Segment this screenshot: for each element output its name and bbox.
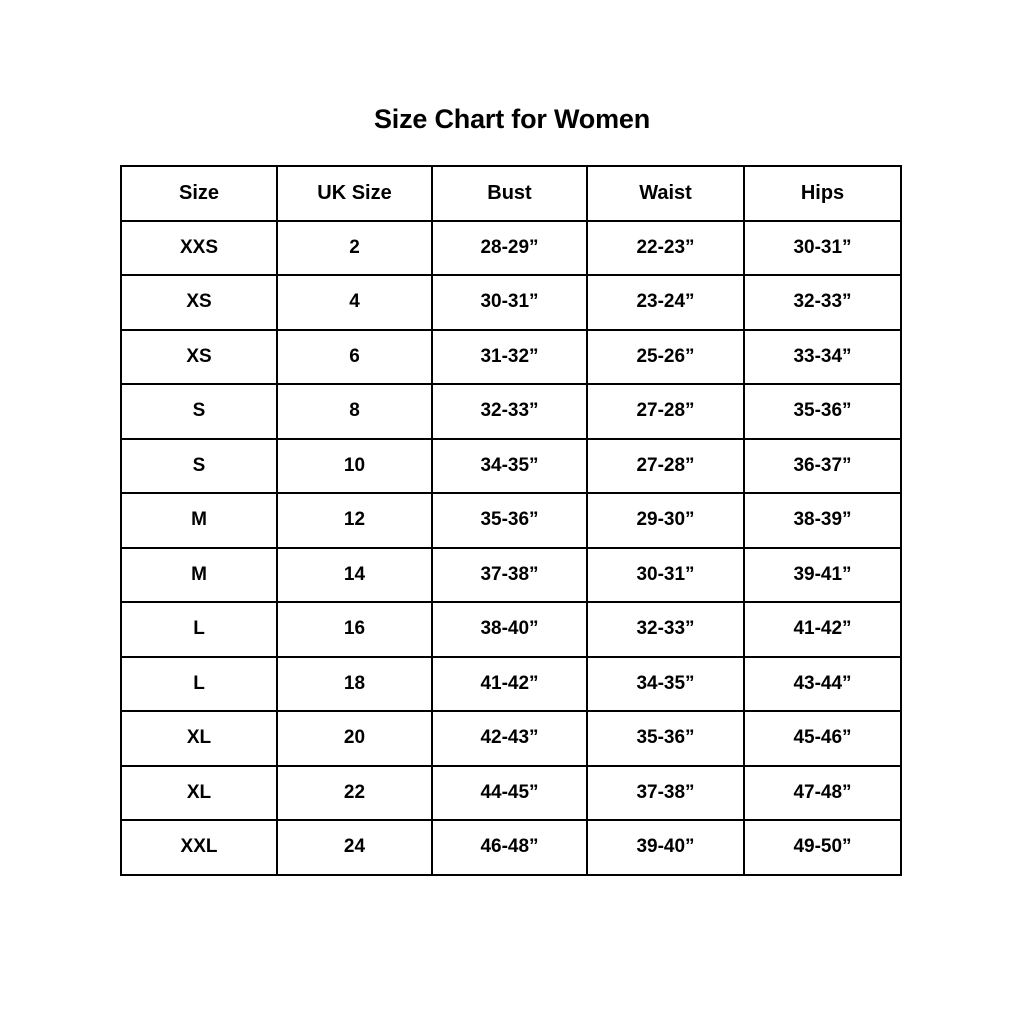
cell-waist: 29-30” — [586, 492, 745, 549]
cell-waist: 25-26” — [586, 328, 745, 385]
cell-size: XS — [120, 274, 278, 331]
cell-hips: 41-42” — [743, 601, 902, 658]
cell-waist: 27-28” — [586, 437, 745, 494]
cell-uksize: 22 — [276, 764, 433, 821]
table-body: XXS 2 28-29” 22-23” 30-31” XS 4 30-31” 23-24” 32-… — [120, 219, 902, 876]
cell-hips: 36-37” — [743, 437, 902, 494]
cell-waist: 37-38” — [586, 764, 745, 821]
cell-bust: 42-43” — [431, 710, 588, 767]
cell-hips: 43-44” — [743, 655, 902, 712]
cell-bust: 41-42” — [431, 655, 588, 712]
cell-size: M — [120, 492, 278, 549]
cell-waist: 35-36” — [586, 710, 745, 767]
cell-bust: 44-45” — [431, 764, 588, 821]
table-row: XXL 24 46-48” 39-40” 49-50” — [120, 819, 902, 876]
cell-size: XXL — [120, 819, 278, 876]
cell-bust: 34-35” — [431, 437, 588, 494]
column-header-bust: Bust — [431, 165, 588, 222]
cell-hips: 49-50” — [743, 819, 902, 876]
cell-bust: 28-29” — [431, 219, 588, 276]
table-row: M 12 35-36” 29-30” 38-39” — [120, 492, 902, 549]
cell-size: M — [120, 546, 278, 603]
cell-size: S — [120, 383, 278, 440]
cell-bust: 46-48” — [431, 819, 588, 876]
cell-uksize: 4 — [276, 274, 433, 331]
cell-bust: 30-31” — [431, 274, 588, 331]
cell-bust: 32-33” — [431, 383, 588, 440]
cell-uksize: 24 — [276, 819, 433, 876]
cell-size: XXS — [120, 219, 278, 276]
table-row: S 8 32-33” 27-28” 35-36” — [120, 383, 902, 440]
cell-bust: 37-38” — [431, 546, 588, 603]
table-row: XXS 2 28-29” 22-23” 30-31” — [120, 219, 902, 276]
cell-hips: 35-36” — [743, 383, 902, 440]
cell-bust: 31-32” — [431, 328, 588, 385]
cell-uksize: 20 — [276, 710, 433, 767]
cell-waist: 30-31” — [586, 546, 745, 603]
cell-hips: 47-48” — [743, 764, 902, 821]
column-header-size: Size — [120, 165, 278, 222]
table-row: XS 6 31-32” 25-26” 33-34” — [120, 328, 902, 385]
cell-hips: 39-41” — [743, 546, 902, 603]
table-row: S 10 34-35” 27-28” 36-37” — [120, 437, 902, 494]
table-row: L 18 41-42” 34-35” 43-44” — [120, 655, 902, 712]
cell-uksize: 2 — [276, 219, 433, 276]
cell-size: XL — [120, 764, 278, 821]
cell-hips: 38-39” — [743, 492, 902, 549]
cell-waist: 32-33” — [586, 601, 745, 658]
cell-uksize: 16 — [276, 601, 433, 658]
cell-waist: 34-35” — [586, 655, 745, 712]
column-header-hips: Hips — [743, 165, 902, 222]
table-row: M 14 37-38” 30-31” 39-41” — [120, 546, 902, 603]
cell-waist: 22-23” — [586, 219, 745, 276]
cell-size: L — [120, 655, 278, 712]
cell-waist: 39-40” — [586, 819, 745, 876]
table-row: XS 4 30-31” 23-24” 32-33” — [120, 274, 902, 331]
table-row: XL 22 44-45” 37-38” 47-48” — [120, 764, 902, 821]
cell-hips: 33-34” — [743, 328, 902, 385]
column-header-uksize: UK Size — [276, 165, 433, 222]
cell-hips: 30-31” — [743, 219, 902, 276]
page-title: Size Chart for Women — [373, 104, 651, 134]
cell-hips: 45-46” — [743, 710, 902, 767]
cell-size: XS — [120, 328, 278, 385]
cell-uksize: 12 — [276, 492, 433, 549]
table-row: XL 20 42-43” 35-36” 45-46” — [120, 710, 902, 767]
cell-uksize: 14 — [276, 546, 433, 603]
column-header-waist: Waist — [586, 165, 745, 222]
cell-size: S — [120, 437, 278, 494]
size-chart-table-container: Size UK Size Bust Waist Hips XXS 2 28-29” 22-23… — [120, 165, 902, 876]
cell-bust: 35-36” — [431, 492, 588, 549]
cell-size: XL — [120, 710, 278, 767]
cell-uksize: 10 — [276, 437, 433, 494]
cell-uksize: 6 — [276, 328, 433, 385]
cell-size: L — [120, 601, 278, 658]
cell-hips: 32-33” — [743, 274, 902, 331]
size-chart-table: Size UK Size Bust Waist Hips XXS 2 28-29” 22-23… — [120, 165, 902, 876]
cell-waist: 27-28” — [586, 383, 745, 440]
cell-uksize: 18 — [276, 655, 433, 712]
cell-waist: 23-24” — [586, 274, 745, 331]
cell-bust: 38-40” — [431, 601, 588, 658]
table-header-row: Size UK Size Bust Waist Hips — [120, 165, 902, 222]
table-row: L 16 38-40” 32-33” 41-42” — [120, 601, 902, 658]
cell-uksize: 8 — [276, 383, 433, 440]
